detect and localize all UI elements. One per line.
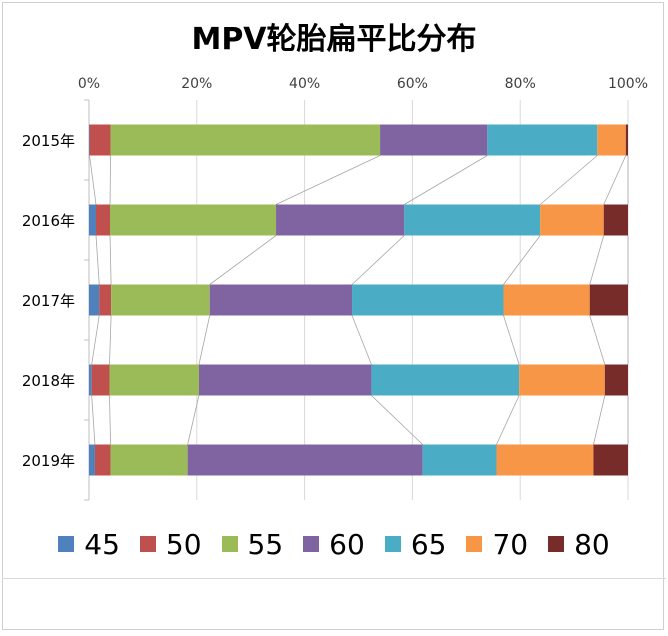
bar-segment-50 <box>89 124 111 156</box>
category-label: 2015年 <box>22 132 75 150</box>
x-tick-label: 0% <box>78 76 100 92</box>
category-label: 2017年 <box>22 292 75 310</box>
series-line <box>603 155 627 205</box>
legend-swatch <box>548 536 565 552</box>
legend-swatch <box>466 536 483 552</box>
bar-segment-50 <box>91 364 110 396</box>
bar-segment-50 <box>94 444 111 476</box>
series-line <box>593 395 606 445</box>
footer-divider <box>2 578 666 579</box>
bar-segment-60 <box>209 284 353 316</box>
bar-segment-70 <box>496 444 594 476</box>
bar-segment-70 <box>503 284 590 316</box>
bar-segment-70 <box>540 204 604 236</box>
legend-item: 65 <box>384 527 447 561</box>
legend-item: 70 <box>466 528 528 561</box>
series-line <box>187 395 200 445</box>
category-label: 2016年 <box>22 212 75 230</box>
series-line <box>351 315 372 365</box>
legend-item: 50 <box>139 527 202 561</box>
bar-segment-45 <box>89 444 95 476</box>
series-line <box>109 395 111 445</box>
bar-segment-80 <box>604 364 628 396</box>
legend-label: 60 <box>329 527 365 561</box>
series-line <box>404 155 488 205</box>
legend-label: 45 <box>84 527 120 561</box>
series-line <box>109 155 111 205</box>
bar-segment-45 <box>89 364 92 396</box>
legend-swatch <box>221 536 238 552</box>
bar-segment-80 <box>603 204 628 236</box>
bar-segment-55 <box>110 444 188 476</box>
series-line <box>371 395 423 445</box>
series-line <box>109 235 112 285</box>
bar-segment-80 <box>593 444 628 476</box>
legend-item: 80 <box>548 528 610 561</box>
bar-segment-60 <box>276 204 405 236</box>
series-line <box>539 155 598 205</box>
category-label: 2018年 <box>22 372 75 390</box>
bar-segment-65 <box>371 364 520 396</box>
bar-segment-60 <box>187 444 423 476</box>
bar-segment-65 <box>487 124 598 156</box>
legend-label: 80 <box>574 527 610 561</box>
x-tick-label: 20% <box>181 76 212 92</box>
legend-label: 55 <box>247 527 284 561</box>
series-line <box>91 315 100 365</box>
bar-segment-55 <box>109 364 199 396</box>
x-tick-label: 40% <box>289 76 320 92</box>
legend-item: 45 <box>58 528 120 561</box>
legend-label: 50 <box>165 527 202 561</box>
bar-segment-65 <box>352 284 504 316</box>
series-line <box>109 315 112 365</box>
legend-label: 65 <box>410 527 447 561</box>
legend-item: 60 <box>303 528 365 561</box>
legend-swatch <box>58 536 75 552</box>
chart-frame <box>2 2 664 630</box>
series-line <box>275 155 381 205</box>
series-line <box>95 235 100 285</box>
bar-segment-60 <box>198 364 372 396</box>
series-line <box>351 235 405 285</box>
bar-segment-55 <box>111 284 210 316</box>
chart-title: MPV轮胎扁平比分布 <box>191 22 477 57</box>
bar-segment-50 <box>99 284 112 316</box>
bar-segment-45 <box>89 124 90 156</box>
bar-segment-60 <box>380 124 488 156</box>
series-line <box>209 235 277 285</box>
bar-segment-65 <box>422 444 497 476</box>
x-tick-label: 80% <box>505 76 536 92</box>
x-tick-label: 60% <box>397 76 428 92</box>
series-line <box>91 395 96 445</box>
chart-legend: 45 50 55 60 65 70 80 <box>0 524 668 564</box>
category-label: 2019年 <box>22 452 75 470</box>
bar-segment-70 <box>519 364 605 396</box>
bar-segment-50 <box>96 204 111 236</box>
legend-item: 55 <box>221 527 284 561</box>
legend-swatch <box>384 536 401 552</box>
x-tick-label: 100% <box>608 76 648 92</box>
bar-segment-45 <box>89 204 97 236</box>
bar-segment-55 <box>110 124 381 156</box>
legend-swatch <box>303 536 320 552</box>
series-line <box>89 155 97 205</box>
series-line <box>503 235 541 285</box>
legend-swatch <box>139 536 156 552</box>
bar-segment-80 <box>589 284 628 316</box>
bar-segment-55 <box>110 204 277 236</box>
series-line <box>496 395 520 445</box>
legend-label: 70 <box>492 527 529 561</box>
series-line <box>198 315 211 365</box>
series-line <box>503 315 520 365</box>
bar-segment-65 <box>404 204 541 236</box>
series-line <box>589 235 605 285</box>
bar-segment-80 <box>625 124 628 156</box>
series-line <box>589 315 606 365</box>
bar-segment-70 <box>597 124 626 156</box>
bar-segment-45 <box>89 284 100 316</box>
